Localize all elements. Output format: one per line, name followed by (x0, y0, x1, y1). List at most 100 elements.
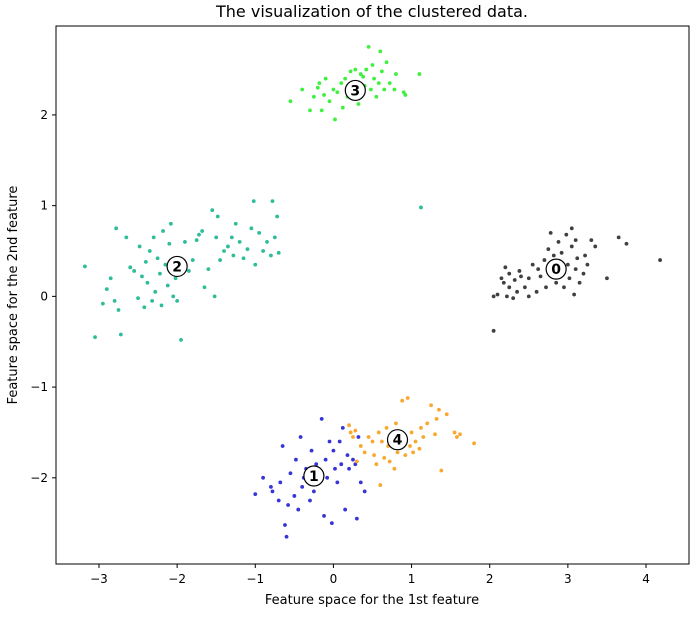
data-point-cluster-0 (526, 276, 531, 281)
data-point-cluster-2 (179, 338, 183, 342)
data-point-cluster-3 (382, 87, 387, 92)
data-point-cluster-0 (564, 232, 569, 237)
data-point-cluster-1 (337, 439, 342, 444)
data-point-cluster-0 (605, 276, 609, 281)
data-point-cluster-2 (171, 294, 176, 299)
data-point-cluster-2 (186, 269, 191, 273)
data-point-cluster-2 (215, 214, 220, 219)
data-point-cluster-4 (455, 435, 459, 439)
data-point-cluster-4 (382, 455, 387, 460)
y-axis-label: Feature space for the 2nd feature (6, 186, 21, 405)
x-tick-label: 3 (564, 572, 572, 586)
data-point-cluster-4 (458, 432, 462, 437)
data-point-cluster-4 (444, 412, 449, 417)
data-point-cluster-2 (167, 241, 172, 246)
data-point-cluster-2 (140, 274, 144, 279)
data-point-cluster-0 (534, 289, 539, 294)
data-point-cluster-4 (379, 439, 384, 444)
data-point-cluster-2 (159, 303, 164, 308)
data-point-cluster-2 (229, 235, 234, 240)
data-point-cluster-2 (132, 269, 137, 273)
data-point-cluster-0 (544, 285, 548, 290)
data-point-cluster-0 (507, 271, 512, 276)
data-point-cluster-2 (261, 249, 265, 253)
points-layer (83, 44, 662, 539)
data-point-cluster-3 (333, 117, 337, 122)
data-point-cluster-4 (378, 483, 383, 487)
data-point-cluster-4 (452, 430, 457, 435)
data-point-cluster-0 (491, 294, 496, 299)
data-point-cluster-1 (351, 457, 355, 462)
data-point-cluster-3 (384, 60, 389, 65)
data-point-cluster-2 (155, 256, 160, 261)
data-point-cluster-4 (421, 435, 426, 439)
data-point-cluster-4 (376, 430, 381, 435)
data-point-cluster-1 (339, 462, 344, 467)
data-point-cluster-3 (300, 87, 305, 92)
plot-frame (55, 25, 690, 565)
data-point-cluster-0 (499, 276, 504, 281)
data-point-cluster-0 (515, 289, 519, 294)
cluster-center-2-label: 2 (172, 259, 182, 275)
data-point-cluster-2 (218, 258, 223, 262)
x-tick-label: −3 (90, 572, 108, 586)
data-point-cluster-3 (370, 63, 375, 67)
data-point-cluster-4 (409, 430, 414, 435)
data-point-cluster-3 (288, 99, 293, 104)
y-tick-label: 1 (40, 199, 48, 213)
data-point-cluster-0 (505, 294, 509, 299)
cluster-center-0-marker (545, 258, 567, 280)
data-point-cluster-1 (270, 489, 275, 494)
x-tick-label: 4 (642, 572, 650, 586)
data-point-cluster-2 (175, 298, 180, 303)
data-point-cluster-4 (362, 450, 367, 455)
x-tick-label: −1 (246, 572, 264, 586)
data-point-cluster-1 (292, 494, 297, 498)
data-point-cluster-2 (150, 298, 155, 303)
data-point-cluster-2 (257, 230, 262, 235)
data-point-cluster-2 (128, 265, 133, 270)
data-point-cluster-0 (573, 267, 578, 272)
data-point-cluster-0 (522, 285, 527, 290)
data-point-cluster-1 (340, 426, 345, 430)
data-point-cluster-2 (245, 247, 250, 252)
data-point-cluster-0 (517, 269, 522, 273)
data-point-cluster-0 (624, 241, 629, 246)
data-point-cluster-1 (298, 435, 303, 439)
data-point-cluster-4 (425, 421, 430, 426)
data-point-cluster-1 (283, 523, 287, 527)
data-point-cluster-3 (387, 81, 392, 86)
data-point-cluster-3 (366, 44, 371, 49)
data-point-cluster-2 (112, 298, 117, 303)
data-point-cluster-1 (325, 475, 330, 480)
data-point-cluster-4 (351, 435, 355, 439)
data-point-cluster-2 (275, 214, 280, 219)
data-point-cluster-3 (319, 108, 324, 113)
data-point-cluster-4 (437, 407, 441, 412)
data-point-cluster-4 (354, 459, 359, 464)
data-point-cluster-2 (163, 262, 168, 267)
data-point-cluster-2 (241, 256, 246, 261)
data-point-cluster-0 (565, 262, 570, 267)
data-point-cluster-2 (153, 289, 158, 294)
cluster-center-1-marker (303, 465, 325, 487)
y-tick-label: −1 (30, 380, 48, 394)
data-point-cluster-3 (403, 93, 408, 97)
data-point-cluster-2 (183, 240, 187, 244)
data-point-cluster-0 (616, 235, 621, 240)
data-point-cluster-0 (526, 294, 531, 299)
data-point-cluster-2 (165, 283, 170, 288)
data-point-cluster-2 (419, 205, 423, 210)
data-point-cluster-2 (100, 301, 105, 306)
data-point-cluster-2 (173, 276, 178, 281)
data-point-cluster-4 (403, 453, 408, 458)
data-point-cluster-3 (369, 87, 373, 92)
data-point-cluster-1 (329, 521, 334, 526)
data-point-cluster-4 (384, 426, 389, 430)
data-point-cluster-4 (413, 439, 418, 444)
data-point-cluster-2 (137, 244, 142, 249)
chart-title: The visualization of the clustered data. (215, 2, 528, 21)
x-tick-label: −2 (168, 572, 186, 586)
data-point-cluster-1 (280, 444, 285, 448)
data-point-cluster-4 (392, 466, 397, 471)
